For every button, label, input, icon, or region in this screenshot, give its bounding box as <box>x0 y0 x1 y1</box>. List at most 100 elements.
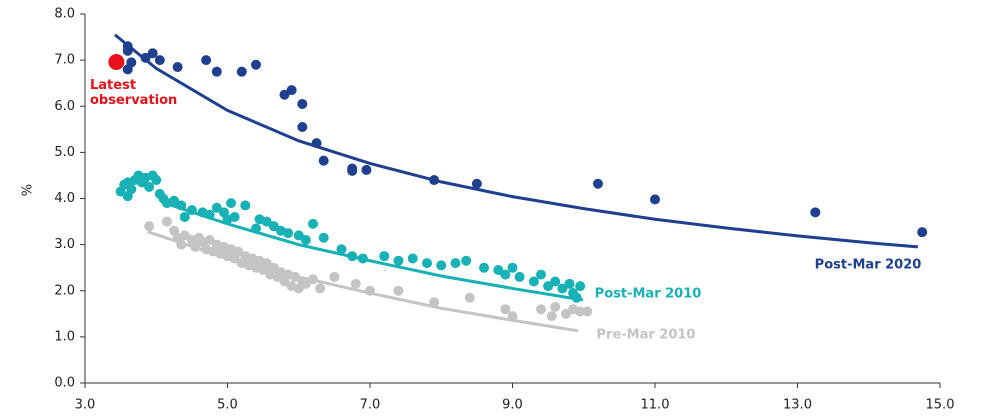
y-tick-label: 0.0 <box>54 376 75 391</box>
data-point <box>550 276 561 287</box>
data-point <box>308 218 318 229</box>
data-point <box>201 55 212 66</box>
data-point <box>268 221 279 232</box>
data-point <box>393 255 404 266</box>
data-point <box>336 244 347 255</box>
data-point <box>236 66 247 77</box>
data-point <box>300 235 311 246</box>
series-label: Post-Mar 2010 <box>595 287 702 302</box>
y-tick-label: 6.0 <box>54 99 75 114</box>
data-point <box>179 230 190 241</box>
data-point <box>422 258 432 269</box>
x-tick-label: 15.0 <box>926 398 955 413</box>
data-point <box>122 64 133 75</box>
data-point <box>582 306 593 317</box>
data-point <box>917 227 928 238</box>
data-point <box>471 178 482 189</box>
data-point <box>514 271 525 282</box>
data-point <box>261 258 272 269</box>
data-point <box>347 165 358 176</box>
data-point <box>318 155 329 166</box>
data-point <box>810 207 821 218</box>
x-tick-label: 13.0 <box>783 398 812 413</box>
y-tick-label: 4.0 <box>54 191 75 206</box>
y-axis-label: % <box>21 184 36 196</box>
data-point <box>461 255 472 266</box>
data-point <box>169 195 180 206</box>
data-point <box>650 194 660 205</box>
data-point <box>240 200 251 211</box>
y-tick-label: 8.0 <box>54 7 75 22</box>
data-point <box>557 283 568 294</box>
x-tick-label: 11.0 <box>641 398 670 413</box>
data-point <box>315 283 326 294</box>
data-point <box>543 281 554 292</box>
data-point <box>560 308 571 319</box>
data-point <box>279 89 290 100</box>
data-point <box>536 304 546 315</box>
data-point <box>286 85 297 96</box>
data-point <box>450 258 461 269</box>
data-point <box>393 285 404 296</box>
data-point <box>229 211 240 222</box>
fit-line <box>147 230 579 333</box>
y-tick-label: 2.0 <box>54 283 75 298</box>
fit-line <box>170 203 584 302</box>
data-point <box>575 306 586 317</box>
data-point <box>283 228 294 239</box>
data-point <box>500 269 511 280</box>
data-point <box>464 292 475 303</box>
data-point <box>204 235 215 246</box>
annotation: Latest observation <box>90 78 178 108</box>
data-point <box>144 221 155 232</box>
series-label: Post-Mar 2020 <box>815 258 922 273</box>
data-point <box>211 202 222 213</box>
data-point <box>261 216 272 227</box>
data-point <box>507 262 518 273</box>
data-point <box>126 184 137 195</box>
data-point <box>361 164 372 175</box>
data-point <box>154 55 165 66</box>
data-point <box>161 216 172 227</box>
x-tick-label: 5.0 <box>217 398 238 413</box>
data-point <box>108 53 125 70</box>
fit-line <box>113 33 919 249</box>
data-point <box>550 301 561 312</box>
data-point <box>300 278 311 289</box>
data-point <box>147 48 158 59</box>
data-point <box>297 122 308 133</box>
y-tick-label: 1.0 <box>54 329 75 344</box>
data-point <box>297 98 308 109</box>
data-point <box>500 304 511 315</box>
data-point <box>564 278 575 289</box>
data-point <box>233 246 244 257</box>
annotation-box: Latest observation <box>90 78 178 108</box>
data-point <box>144 181 155 192</box>
data-point <box>407 253 418 264</box>
data-point <box>593 178 603 189</box>
x-tick-label: 9.0 <box>502 398 523 413</box>
data-point <box>379 251 390 262</box>
data-point <box>251 59 261 70</box>
data-point <box>211 66 222 77</box>
y-tick-label: 3.0 <box>54 237 75 252</box>
series-label: Pre-Mar 2010 <box>597 328 696 343</box>
data-point <box>546 311 557 322</box>
data-point <box>226 198 237 209</box>
data-point <box>318 232 329 243</box>
data-point <box>350 278 361 289</box>
data-point <box>179 211 190 222</box>
data-point <box>493 264 504 275</box>
y-tick-label: 5.0 <box>54 145 75 160</box>
data-point <box>536 269 546 280</box>
x-tick-label: 7.0 <box>360 398 381 413</box>
data-point <box>172 62 183 73</box>
data-point <box>151 175 162 186</box>
data-point <box>575 281 586 292</box>
data-point <box>329 271 340 282</box>
y-tick-label: 7.0 <box>54 53 75 68</box>
data-point <box>528 276 539 287</box>
data-point <box>479 262 489 273</box>
data-point <box>293 230 304 241</box>
